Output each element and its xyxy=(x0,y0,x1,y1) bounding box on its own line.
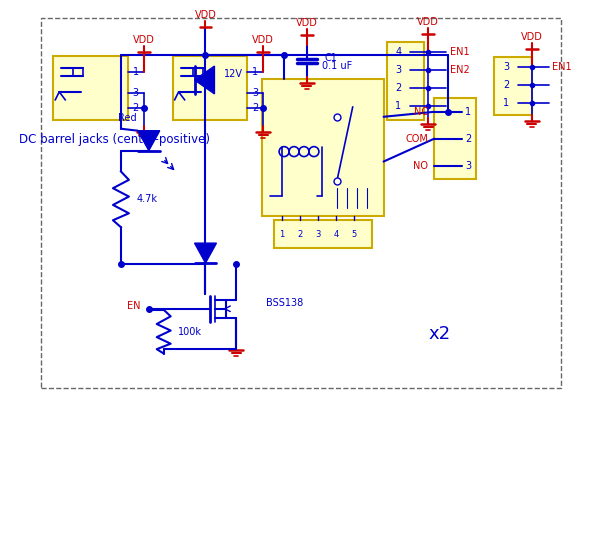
Text: EN1: EN1 xyxy=(551,62,571,72)
Text: 1: 1 xyxy=(280,230,285,239)
Text: VDD: VDD xyxy=(521,32,543,42)
Text: 3: 3 xyxy=(395,65,401,75)
Text: VDD: VDD xyxy=(296,18,318,28)
Text: 100k: 100k xyxy=(178,327,202,336)
Text: VDD: VDD xyxy=(133,35,155,45)
Text: 5: 5 xyxy=(351,230,356,239)
Text: EN: EN xyxy=(127,301,141,311)
Text: COM: COM xyxy=(406,134,428,144)
Text: C1: C1 xyxy=(325,53,337,63)
Bar xyxy=(41,18,560,388)
Bar xyxy=(193,68,203,76)
Text: 3: 3 xyxy=(465,161,471,170)
Text: Red: Red xyxy=(118,113,136,123)
Polygon shape xyxy=(138,131,160,151)
Text: EN1: EN1 xyxy=(450,47,470,57)
Text: 2: 2 xyxy=(252,103,259,113)
Bar xyxy=(173,56,247,120)
Text: 4.7k: 4.7k xyxy=(136,194,157,205)
Text: 12V: 12V xyxy=(224,69,243,79)
Text: 1: 1 xyxy=(395,101,401,111)
Text: 2: 2 xyxy=(395,83,401,93)
Text: NC: NC xyxy=(414,107,428,117)
Text: 2: 2 xyxy=(503,80,509,90)
Text: VDD: VDD xyxy=(194,10,217,20)
Bar xyxy=(386,42,424,120)
Text: 2: 2 xyxy=(133,103,139,113)
Polygon shape xyxy=(194,243,217,263)
Text: 1: 1 xyxy=(133,67,139,77)
Text: 1: 1 xyxy=(503,98,509,108)
Bar xyxy=(73,68,83,76)
Text: 1: 1 xyxy=(465,107,471,117)
Text: 1: 1 xyxy=(252,67,258,77)
Bar xyxy=(53,56,128,120)
Text: 4: 4 xyxy=(395,47,401,57)
Bar xyxy=(494,57,532,115)
Text: x2: x2 xyxy=(428,325,451,343)
Text: EN2: EN2 xyxy=(450,65,470,75)
Polygon shape xyxy=(194,66,214,94)
Text: 3: 3 xyxy=(133,88,139,98)
Text: 4: 4 xyxy=(333,230,338,239)
Text: NO: NO xyxy=(413,161,428,170)
Text: DC barrel jacks (center-positive): DC barrel jacks (center-positive) xyxy=(19,133,211,146)
Text: VDD: VDD xyxy=(252,35,274,45)
Text: 3: 3 xyxy=(503,62,509,72)
Text: 0.1 uF: 0.1 uF xyxy=(322,61,352,71)
Text: 3: 3 xyxy=(252,88,258,98)
Text: 2: 2 xyxy=(465,134,471,144)
Bar xyxy=(274,220,371,248)
Text: 2: 2 xyxy=(298,230,302,239)
Text: VDD: VDD xyxy=(418,17,439,27)
Text: BSS138: BSS138 xyxy=(266,298,304,308)
Bar xyxy=(262,79,383,216)
Text: 3: 3 xyxy=(315,230,320,239)
Bar xyxy=(434,98,476,179)
